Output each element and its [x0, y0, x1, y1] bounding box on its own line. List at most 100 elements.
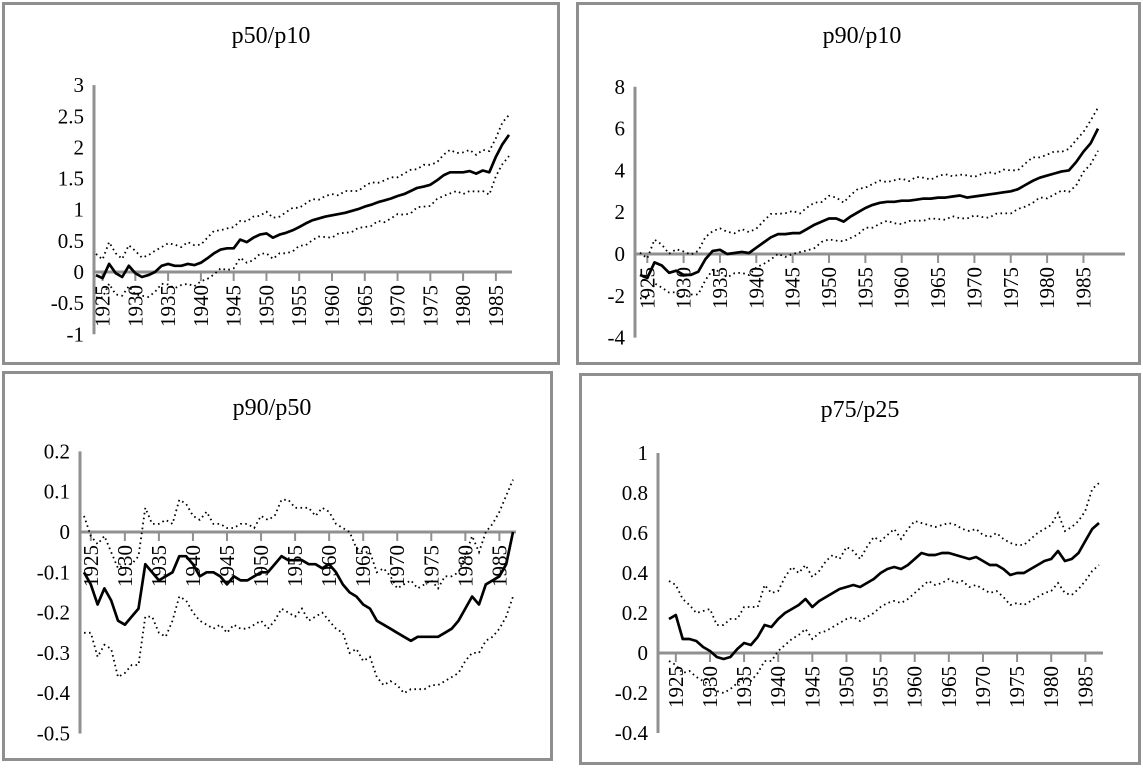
y-tick-label: 1	[638, 441, 649, 465]
y-tick-label: -0.3	[37, 641, 70, 665]
y-tick-label: -4	[608, 326, 626, 350]
x-tick-label: 1950	[834, 666, 858, 708]
x-tick-label: 1980	[453, 545, 477, 587]
series-upper-band	[639, 107, 1099, 260]
series-estimate	[668, 521, 1100, 661]
y-tick-label: 2	[615, 200, 626, 224]
x-tick-label: 1955	[283, 545, 307, 587]
y-tick-label: -0.5	[37, 722, 70, 746]
x-tick-label: 1965	[353, 285, 377, 327]
x-tick-label: 1925	[79, 545, 103, 587]
chart-plot-p90p50: p90/p50 0.2 0.1 0 -0.1 -0.2 -0.3 -0.4 -0.5 1925 1…	[37, 395, 516, 746]
series-lower-band	[96, 155, 510, 299]
y-tick-label: 0	[60, 520, 71, 544]
x-tick-label: 1935	[708, 267, 732, 309]
x-tick-label: 1925	[664, 666, 688, 708]
chart-title-p90p50: p90/p50	[233, 395, 312, 421]
y-tick-label: -1	[67, 322, 85, 346]
x-tick-label: 1985	[1073, 666, 1097, 708]
x-tick-label: 1940	[766, 666, 790, 708]
x-tick-label: 1950	[254, 285, 278, 327]
y-tick-label: 6	[615, 117, 626, 141]
x-tick-label: 1945	[222, 285, 246, 327]
y-tick-label: 0	[74, 260, 85, 284]
y-tick-label: 2	[74, 135, 85, 159]
x-tick-label: 1930	[113, 545, 137, 587]
chart-title-p50p10: p50/p10	[232, 23, 311, 49]
series-estimate	[82, 531, 515, 643]
y-tick-label: 0	[638, 641, 649, 665]
y-tick-label: 0.4	[622, 561, 649, 585]
series-estimate	[639, 127, 1100, 280]
x-tick-label: 1950	[249, 545, 273, 587]
x-tick-label: 1965	[926, 267, 950, 309]
x-tick-label: 1955	[869, 666, 893, 708]
y-tick-label: 8	[615, 75, 626, 99]
y-tick-label: 0.6	[622, 521, 648, 545]
x-tick-label: 1970	[962, 267, 986, 309]
y-tick-label: 0.5	[58, 229, 84, 253]
chart-title-p75p25: p75/p25	[821, 397, 900, 423]
x-tick-label: 1980	[1035, 267, 1059, 309]
y-tick-label: 0.1	[44, 480, 70, 504]
chart-title-p90p10: p90/p10	[823, 23, 902, 49]
x-tick-label: 1975	[418, 285, 442, 327]
x-tick-label: 1965	[351, 545, 375, 587]
series-upper-band	[95, 114, 510, 262]
y-tick-label: 0.2	[622, 601, 648, 625]
x-tick-label: 1935	[732, 666, 756, 708]
x-tick-label: 1965	[937, 666, 961, 708]
x-tick-label: 1975	[419, 545, 443, 587]
x-tick-label: 1945	[215, 545, 239, 587]
x-tick-label: 1940	[744, 267, 768, 309]
series-estimate	[95, 134, 511, 280]
x-tick-label: 1970	[386, 285, 410, 327]
x-tick-label: 1930	[698, 666, 722, 708]
x-tick-label: 1935	[156, 285, 180, 327]
x-tick-label: 1970	[385, 545, 409, 587]
x-tick-label: 1945	[781, 267, 805, 309]
x-tick-label: 1950	[817, 267, 841, 309]
series-lower-band	[84, 595, 514, 695]
x-tick-label: 1980	[1039, 666, 1063, 708]
y-tick-label: 0.2	[44, 439, 70, 463]
chart-panel-p75p25: p75/p25 1 0.8 0.6 0.4 0.2 0 -0.2 -0.4 1925 1930 19…	[579, 373, 1141, 765]
y-tick-label: 1.5	[58, 167, 84, 191]
x-tick-label: 1925	[635, 267, 659, 309]
x-tick-label: 1980	[451, 285, 475, 327]
y-tick-label: -0.2	[37, 601, 70, 625]
chart-panel-p50p10: p50/p10 3 2.5 2 1.5 1 0.5 0 -0.5 -1 1925 1930 1935 1…	[2, 2, 560, 365]
x-tick-label: 1970	[971, 666, 995, 708]
chart-plot-p75p25: p75/p25 1 0.8 0.6 0.4 0.2 0 -0.2 -0.4 1925 1930 19…	[615, 397, 1103, 745]
chart-panel-p90p10: p90/p10 8 6 4 2 0 -2 -4 1925 1930 1935 1940 1945 195…	[576, 2, 1141, 365]
x-tick-label: 1960	[903, 666, 927, 708]
x-tick-label: 1955	[853, 267, 877, 309]
y-tick-label: -0.2	[615, 681, 648, 705]
x-tick-label: 1925	[91, 285, 115, 327]
x-tick-label: 1960	[320, 285, 344, 327]
y-tick-label: 0	[615, 242, 626, 266]
x-tick-label: 1945	[800, 666, 824, 708]
series-upper-band	[668, 482, 1100, 626]
y-tick-label: -0.4	[37, 681, 71, 705]
y-tick-label: 3	[74, 73, 85, 97]
x-tick-label: 1975	[999, 267, 1023, 309]
x-tick-label: 1955	[287, 285, 311, 327]
y-tick-label: 0.8	[622, 481, 648, 505]
y-tick-label: -2	[608, 284, 626, 308]
x-tick-label: 1985	[1071, 267, 1095, 309]
y-tick-label: 2.5	[58, 104, 84, 128]
y-tick-label: -0.4	[615, 721, 649, 745]
chart-panel-p90p50: p90/p50 0.2 0.1 0 -0.1 -0.2 -0.3 -0.4 -0.5 1925 1…	[2, 371, 553, 761]
y-tick-label: -0.5	[51, 291, 84, 315]
y-tick-label: 1	[74, 198, 85, 222]
x-tick-label: 1960	[890, 267, 914, 309]
y-tick-label: 4	[615, 158, 626, 182]
x-tick-label: 1940	[189, 285, 213, 327]
x-tick-label: 1985	[484, 285, 508, 327]
y-tick-label: -0.1	[37, 560, 70, 584]
x-tick-label: 1975	[1005, 666, 1029, 708]
